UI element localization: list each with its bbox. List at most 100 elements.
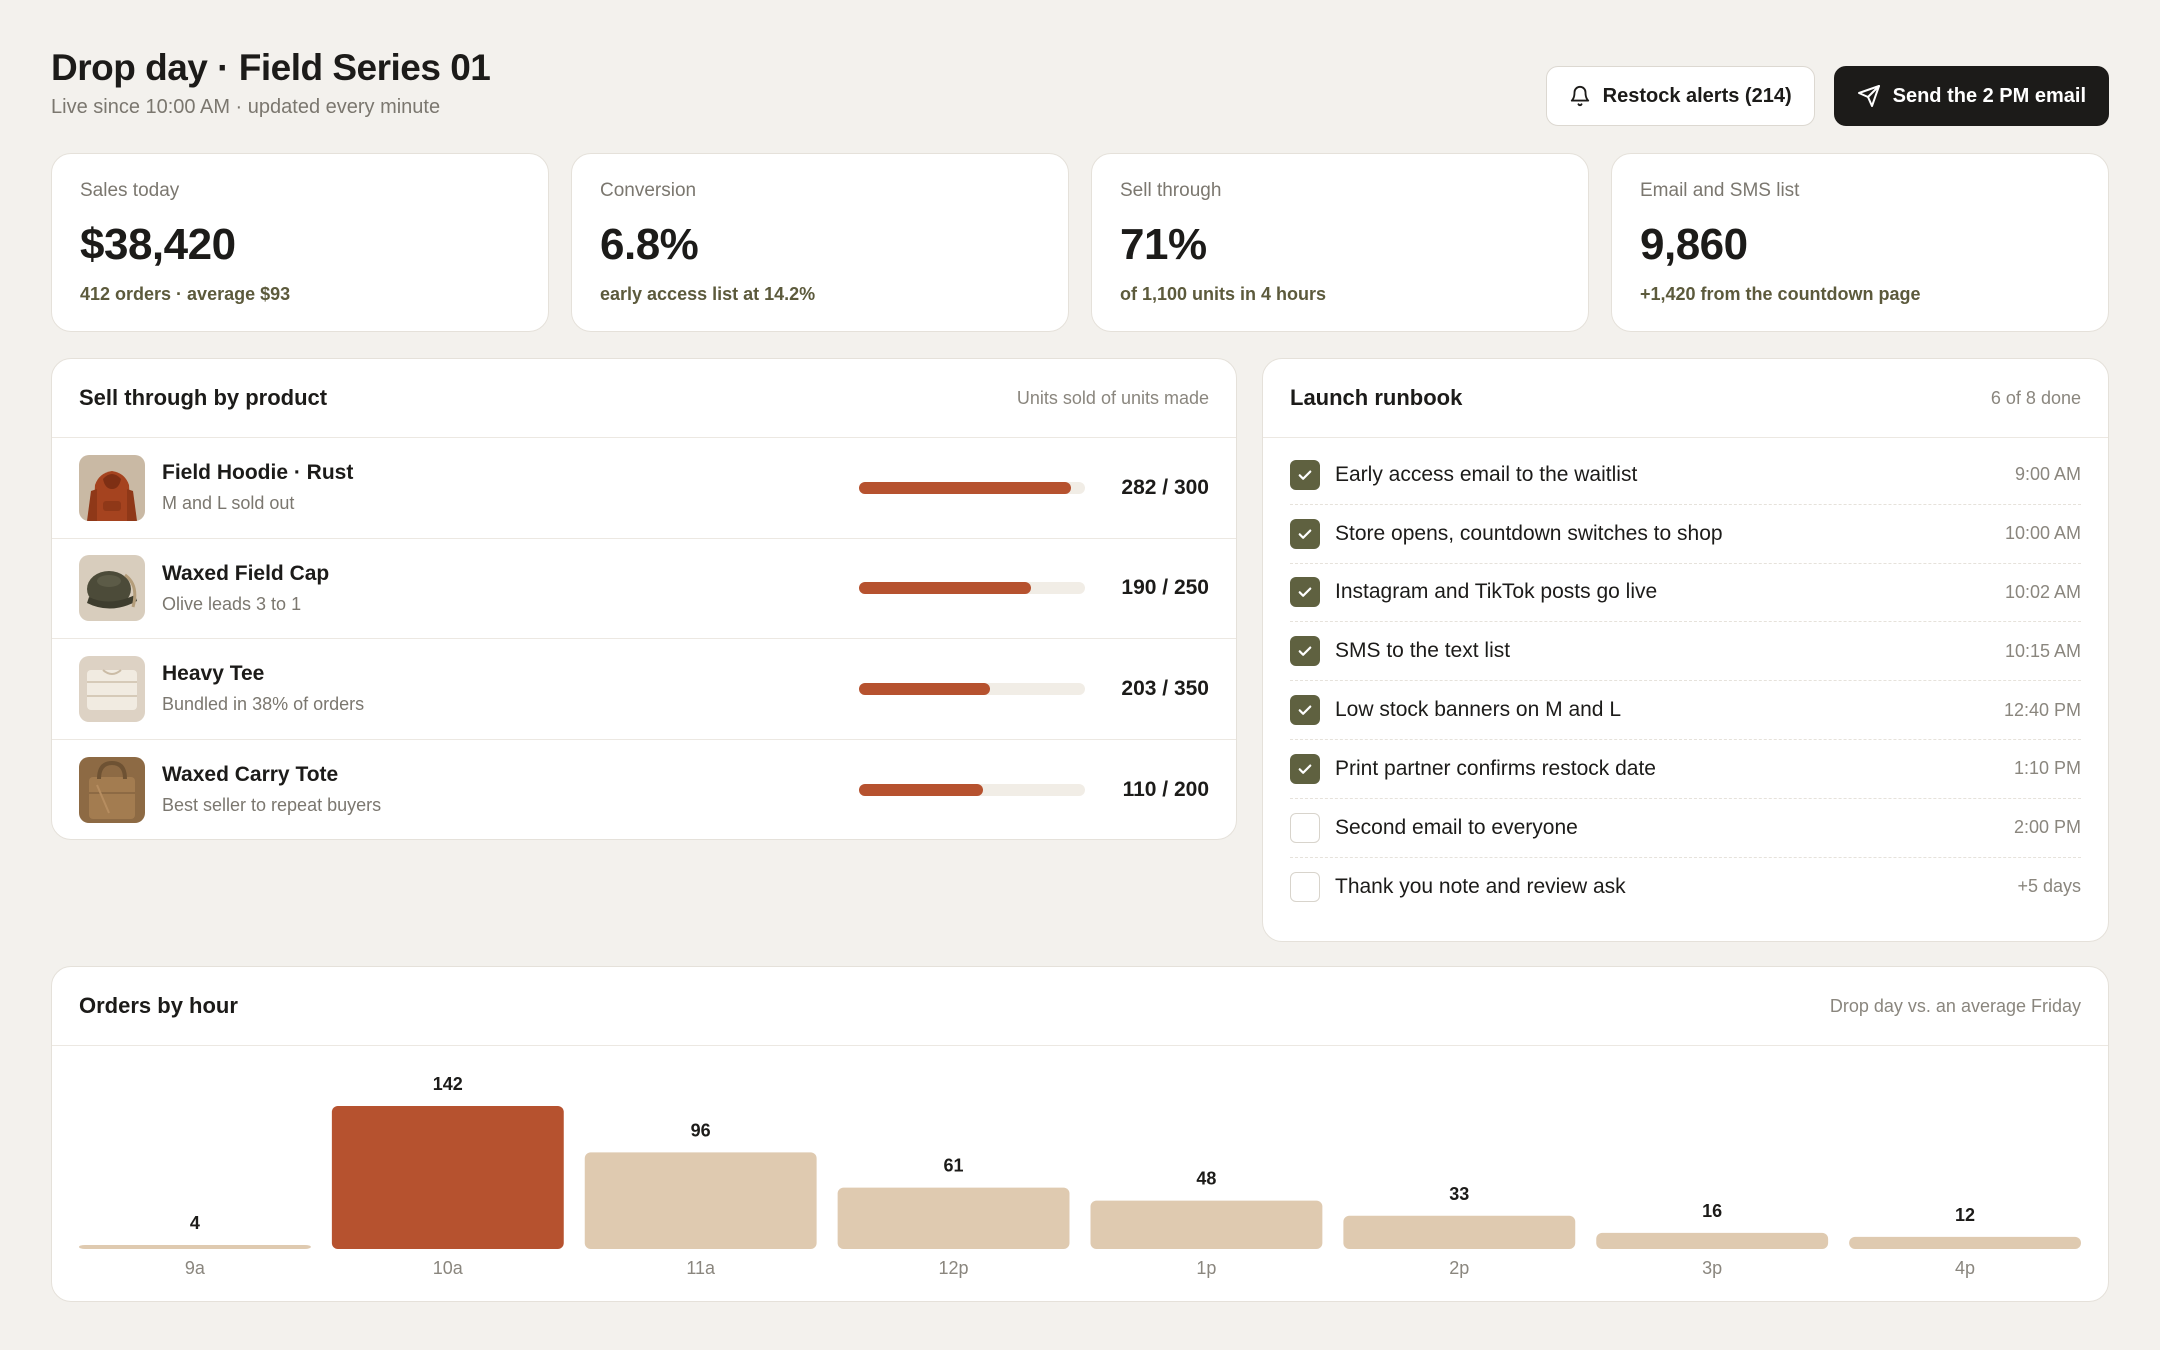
stat-cards: Sales today $38,420 412 orders · average… — [51, 153, 2109, 332]
stat-card-email-sms-list: Email and SMS list 9,860 +1,420 from the… — [1611, 153, 2109, 332]
runbook-item: Early access email to the waitlist 9:00 … — [1290, 446, 2081, 505]
product-note: Olive leads 3 to 1 — [162, 593, 302, 614]
stat-card-sales: Sales today $38,420 412 orders · average… — [51, 153, 549, 332]
page-title: Drop day · Field Series 01 — [51, 47, 491, 88]
product-row[interactable]: Heavy Tee Bundled in 38% of orders 203 /… — [52, 639, 1236, 740]
product-text: Heavy Tee Bundled in 38% of orders — [162, 662, 859, 715]
orders-bar-chart: 4 9a 142 10a 96 11a 61 12p 48 1p 33 2p 16 3p 12 4p — [79, 1074, 2081, 1278]
sell-through-bar-fill — [859, 582, 1031, 595]
task-time: 1:10 PM — [2013, 758, 2081, 779]
product-row[interactable]: Waxed Field Cap Olive leads 3 to 1 190 /… — [52, 539, 1236, 639]
task-time: 2:00 PM — [2013, 817, 2081, 838]
bar-value-label: 48 — [1196, 1169, 1216, 1189]
stat-card-conversion: Conversion 6.8% early access list at 14.… — [571, 153, 1069, 332]
product-name: Heavy Tee — [162, 662, 265, 686]
orders-by-hour-panel: Orders by hour Drop day vs. an average F… — [51, 966, 2109, 1302]
stat-value: 71% — [1120, 220, 1207, 269]
task-label: Thank you note and review ask — [1335, 874, 1626, 898]
runbook-progress: 6 of 8 done — [1990, 387, 2081, 408]
task-checkbox[interactable] — [1290, 577, 1320, 608]
stat-value: 9,860 — [1640, 220, 1748, 269]
task-checkbox[interactable] — [1290, 695, 1320, 726]
bar-2p — [1343, 1215, 1576, 1249]
send-icon — [1857, 85, 1880, 107]
stat-card-sell-through: Sell through 71% of 1,100 units in 4 hou… — [1091, 153, 1589, 332]
bell-icon — [1570, 86, 1589, 107]
task-time: +5 days — [2017, 876, 2081, 897]
stat-note: 412 orders · average $93 — [80, 284, 291, 304]
runbook-item: Thank you note and review ask +5 days — [1290, 858, 2081, 917]
task-label: Second email to everyone — [1335, 815, 1578, 839]
task-label: Store opens, countdown switches to shop — [1335, 521, 1723, 545]
sell-through-bar — [859, 682, 1085, 695]
task-checkbox[interactable] — [1290, 812, 1320, 843]
x-tick-label: 3p — [1702, 1258, 1722, 1278]
product-count: 282 / 300 — [1121, 475, 1209, 499]
panel-title: Launch runbook — [1290, 385, 1463, 410]
product-name: Field Hoodie · Rust — [162, 461, 354, 485]
panel-meta: Drop day vs. an average Friday — [1829, 995, 2081, 1016]
stat-label: Sales today — [80, 180, 180, 201]
task-time: 12:40 PM — [2003, 699, 2081, 720]
task-time: 10:02 AM — [2004, 581, 2081, 602]
product-count: 110 / 200 — [1122, 777, 1209, 801]
sell-through-bar — [859, 481, 1085, 494]
task-checkbox[interactable] — [1290, 518, 1320, 549]
product-text: Waxed Carry Tote Best seller to repeat b… — [162, 763, 859, 816]
x-tick-label: 2p — [1449, 1258, 1469, 1278]
check-icon — [1298, 705, 1312, 715]
sell-through-panel: Sell through by product Units sold of un… — [51, 358, 1237, 840]
header-actions: Restock alerts (214) Send the 2 PM email — [1545, 66, 2109, 126]
bar-value-label: 16 — [1702, 1201, 1722, 1221]
send-email-button[interactable]: Send the 2 PM email — [1833, 66, 2109, 126]
task-label: SMS to the text list — [1335, 639, 1511, 663]
check-icon — [1298, 764, 1312, 774]
runbook-list: Early access email to the waitlist 9:00 … — [1263, 438, 2108, 916]
hoodie-thumbnail — [79, 454, 145, 521]
bar-9a — [79, 1244, 311, 1249]
runbook-item: Store opens, countdown switches to shop … — [1290, 505, 2081, 564]
task-time: 10:15 AM — [2004, 640, 2081, 661]
sell-through-bar — [859, 783, 1085, 796]
bar-3p — [1596, 1232, 1829, 1249]
task-label: Instagram and TikTok posts go live — [1335, 580, 1658, 604]
sell-through-bar-fill — [859, 682, 991, 695]
stat-label: Email and SMS list — [1640, 180, 1800, 201]
check-icon — [1298, 529, 1312, 539]
bar-value-label: 33 — [1449, 1184, 1469, 1204]
tee-thumbnail — [79, 655, 145, 722]
task-label: Early access email to the waitlist — [1335, 462, 1638, 486]
bar-value-label: 12 — [1955, 1205, 1975, 1225]
stat-note: early access list at 14.2% — [600, 284, 816, 304]
panel-header: Launch runbook 6 of 8 done — [1263, 359, 2108, 438]
launch-runbook-panel: Launch runbook 6 of 8 done Early access … — [1262, 358, 2109, 942]
task-label: Print partner confirms restock date — [1335, 756, 1656, 780]
x-tick-label: 11a — [686, 1258, 716, 1278]
product-text: Waxed Field Cap Olive leads 3 to 1 — [162, 562, 859, 615]
stat-note: of 1,100 units in 4 hours — [1120, 284, 1327, 304]
sell-through-bar-fill — [859, 481, 1072, 494]
panel-header: Sell through by product Units sold of un… — [52, 359, 1236, 438]
page-subtitle: Live since 10:00 AM · updated every minu… — [51, 96, 441, 118]
restock-alerts-button[interactable]: Restock alerts (214) — [1545, 66, 1815, 126]
task-checkbox[interactable] — [1290, 636, 1320, 667]
task-time: 10:00 AM — [2004, 523, 2081, 544]
x-tick-label: 4p — [1955, 1258, 1975, 1278]
bar-12p — [837, 1187, 1070, 1249]
product-text: Field Hoodie · Rust M and L sold out — [162, 461, 859, 514]
restock-alerts-label: Restock alerts (214) — [1602, 84, 1792, 107]
bar-1p — [1090, 1200, 1323, 1249]
product-row[interactable]: Waxed Carry Tote Best seller to repeat b… — [52, 740, 1236, 840]
task-checkbox[interactable] — [1290, 459, 1320, 490]
stat-value: 6.8% — [600, 220, 699, 269]
product-row[interactable]: Field Hoodie · Rust M and L sold out 282… — [52, 438, 1236, 539]
check-icon — [1298, 470, 1312, 480]
bar-value-label: 96 — [691, 1120, 711, 1140]
bar-11a — [584, 1152, 817, 1249]
cap-thumbnail — [79, 555, 145, 622]
sell-through-bar-fill — [859, 783, 984, 796]
task-checkbox[interactable] — [1290, 753, 1320, 784]
task-checkbox[interactable] — [1290, 871, 1320, 902]
panel-header: Orders by hour Drop day vs. an average F… — [52, 967, 2108, 1046]
x-tick-label: 9a — [185, 1258, 206, 1278]
